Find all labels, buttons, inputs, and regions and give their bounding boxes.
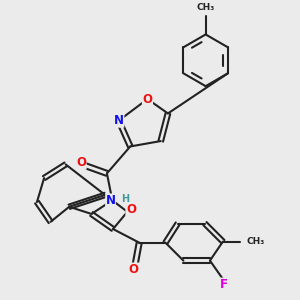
Text: O: O (76, 156, 86, 169)
Text: O: O (129, 263, 139, 276)
Text: N: N (114, 114, 124, 127)
Text: CH₃: CH₃ (247, 237, 265, 246)
Text: H: H (121, 194, 129, 203)
Text: N: N (106, 194, 116, 207)
Text: CH₃: CH₃ (196, 3, 215, 12)
Text: O: O (126, 203, 136, 217)
Text: O: O (142, 93, 152, 106)
Text: F: F (220, 278, 228, 291)
